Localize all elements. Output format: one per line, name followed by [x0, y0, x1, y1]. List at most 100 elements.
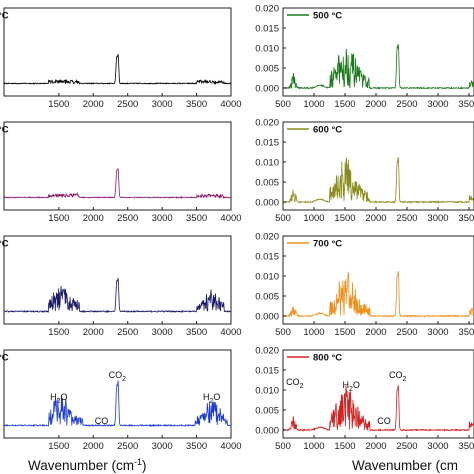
- x-tick-label: 500: [275, 327, 291, 338]
- x-tick-label: 3000: [427, 441, 448, 452]
- x-tick-label: 3000: [427, 213, 448, 224]
- y-tick-label: 0.015: [255, 366, 279, 377]
- spectrum-line: [283, 157, 474, 204]
- x-tick-label: 2000: [365, 213, 386, 224]
- peak-annotation: CO2: [286, 377, 304, 390]
- y-tick-label: 0.020: [255, 4, 279, 15]
- x-tick-label: 2500: [396, 99, 417, 110]
- spectrum-line: [283, 44, 474, 90]
- x-tick-label: 3500: [186, 99, 207, 110]
- x-tick-label: 500: [275, 441, 291, 452]
- spectrum-line: [4, 53, 231, 85]
- spectrum-line: [4, 277, 231, 314]
- spectrum-line: [4, 380, 231, 428]
- legend-label: °C: [0, 239, 9, 250]
- plot-frame: [3, 7, 232, 97]
- x-axis-label-left-text: Wavenumber (cm: [28, 458, 134, 473]
- spectrum-line: [4, 168, 231, 199]
- x-tick-label: 4000: [220, 213, 241, 224]
- x-tick-label: 4000: [220, 441, 241, 452]
- x-tick-label: 3000: [152, 441, 173, 452]
- legend-label: 800 °C: [313, 353, 342, 364]
- legend-label: °C: [0, 125, 9, 136]
- panel-right-1: 500 1000 1500 2000 2500 3000 3500 0.000 0.005 0.0…: [255, 4, 474, 110]
- x-tick-label: 2000: [365, 99, 386, 110]
- plot-frame: [282, 235, 474, 325]
- x-tick-label: 1500: [48, 213, 69, 224]
- x-tick-label: 1500: [334, 327, 355, 338]
- x-tick-label: 3000: [152, 99, 173, 110]
- x-tick-label: 1000: [303, 327, 324, 338]
- x-tick-label: 1500: [48, 99, 69, 110]
- y-tick-label: 0.020: [255, 346, 279, 357]
- x-tick-label: 2000: [83, 99, 104, 110]
- panel-right-4: 500 1000 1500 2000 2500 3000 3500 0.000 0.005 0.0…: [255, 346, 474, 452]
- x-tick-label: 2000: [83, 441, 104, 452]
- y-tick-label: 0.020: [255, 118, 279, 129]
- x-tick-label: 500: [275, 99, 291, 110]
- x-tick-label: 2000: [83, 327, 104, 338]
- y-tick-label: 0.005: [255, 406, 279, 417]
- x-tick-label: 3000: [427, 99, 448, 110]
- x-tick-label: 1500: [334, 441, 355, 452]
- y-tick-label: 0.000: [255, 312, 279, 323]
- y-tick-label: 0.020: [255, 232, 279, 243]
- x-tick-label: 2500: [117, 441, 138, 452]
- plot-frame: [3, 121, 232, 211]
- x-axis-label-right: Wavenumber (cm: [352, 458, 458, 473]
- x-tick-label: 2000: [365, 441, 386, 452]
- legend-label: °C: [0, 353, 9, 364]
- y-tick-label: 0.015: [255, 24, 279, 35]
- x-axis-label-left: Wavenumber (cm-1): [28, 457, 147, 473]
- y-tick-label: 0.000: [255, 84, 279, 95]
- x-tick-label: 3500: [186, 213, 207, 224]
- plot-frame: [3, 349, 232, 439]
- y-tick-label: 0.005: [255, 292, 279, 303]
- legend-label: 500 °C: [313, 11, 342, 22]
- svg-text:Wavenumber (cm: Wavenumber (cm: [352, 458, 458, 473]
- peak-annotation: H2O: [50, 392, 67, 405]
- x-tick-label: 3000: [152, 213, 173, 224]
- spectrum-line: [283, 385, 474, 432]
- y-tick-label: 0.010: [255, 272, 279, 283]
- y-tick-label: 0.000: [255, 198, 279, 209]
- panel-right-2: 500 1000 1500 2000 2500 3000 3500 0.000 0.005 0.0…: [255, 118, 474, 224]
- y-tick-label: 0.010: [255, 44, 279, 55]
- x-tick-label: 1000: [303, 213, 324, 224]
- y-tick-label: 0.015: [255, 138, 279, 149]
- x-axis-label-left-sup: -1: [134, 457, 142, 467]
- x-tick-label: 500: [275, 213, 291, 224]
- legend-label: °C: [0, 11, 9, 22]
- x-tick-label: 2500: [396, 327, 417, 338]
- peak-annotation: CO2: [109, 370, 127, 383]
- panel-left-1: 1500 2000 2500 3000 3500 4000 °C: [0, 7, 242, 110]
- x-tick-label: 3500: [186, 441, 207, 452]
- x-tick-label: 2500: [117, 213, 138, 224]
- y-tick-label: 0.005: [255, 178, 279, 189]
- x-tick-label: 3000: [427, 327, 448, 338]
- x-tick-label: 1500: [48, 441, 69, 452]
- spectrum-line: [283, 271, 474, 318]
- x-tick-label: 3500: [458, 99, 474, 110]
- x-tick-label: 3500: [186, 327, 207, 338]
- x-axis-label-right-text: Wavenumber (cm: [352, 458, 458, 473]
- plot-frame: [282, 349, 474, 439]
- plot-frame: [282, 121, 474, 211]
- x-axis-label-left-close: ): [142, 458, 147, 473]
- legend-label: 600 °C: [313, 125, 342, 136]
- svg-text:Wavenumber (cm-1): Wavenumber (cm-1): [28, 457, 147, 473]
- panel-right-3: 500 1000 1500 2000 2500 3000 3500 0.000 0.005 0.0…: [255, 232, 474, 338]
- x-tick-label: 1500: [334, 213, 355, 224]
- x-tick-label: 3500: [458, 441, 474, 452]
- x-tick-label: 4000: [220, 327, 241, 338]
- panel-left-2: 1500 2000 2500 3000 3500 4000 °C: [0, 121, 242, 224]
- peak-annotation: H2O: [342, 380, 359, 393]
- x-tick-label: 2000: [365, 327, 386, 338]
- plot-frame: [3, 235, 232, 325]
- x-tick-label: 4000: [220, 99, 241, 110]
- x-tick-label: 3500: [458, 213, 474, 224]
- x-tick-label: 1500: [48, 327, 69, 338]
- x-tick-label: 1500: [334, 99, 355, 110]
- panel-left-3: 1500 2000 2500 3000 3500 4000 °C: [0, 235, 242, 338]
